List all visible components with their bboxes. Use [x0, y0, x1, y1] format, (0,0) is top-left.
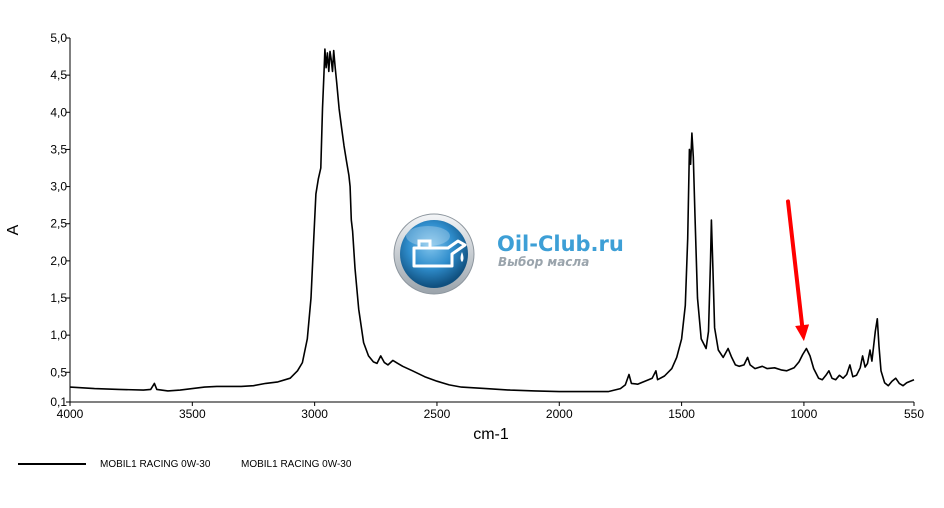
series-layer [69, 48, 915, 393]
x-ticks: 4000 3500 3000 2500 2000 1500 1000 550 [57, 402, 924, 421]
x-tick-label: 1500 [668, 407, 695, 421]
y-tick-label: 1,0 [50, 328, 67, 342]
x-tick-label: 550 [904, 407, 924, 421]
series-line [69, 48, 915, 393]
x-tick-label: 1000 [791, 407, 818, 421]
y-tick-label: 2,0 [50, 254, 67, 268]
watermark: Oil-Club.ru Выбор масла [393, 213, 624, 295]
x-tick-label: 3000 [301, 407, 328, 421]
x-tick-label: 4000 [57, 407, 84, 421]
annotation-layer [786, 199, 810, 342]
y-ticks: 5,0 4,5 4,0 3,5 3,0 2,5 2,0 1,5 1,0 0,5 0,1 [50, 31, 70, 409]
oil-can-icon [393, 213, 475, 295]
y-tick-label: 5,0 [50, 31, 67, 45]
y-tick-label: 0,1 [50, 395, 67, 409]
x-tick-label: 2000 [546, 407, 573, 421]
x-tick-label: 2500 [424, 407, 451, 421]
y-tick-label: 4,5 [50, 68, 67, 82]
y-tick-label: 3,0 [50, 180, 67, 194]
watermark-title: Oil-Club.ru [497, 232, 624, 256]
annotation-arrow-head [795, 324, 810, 342]
annotation-arrow-shaft [786, 199, 805, 328]
watermark-subtitle: Выбор масла [498, 255, 589, 269]
x-axis-title: cm-1 [473, 426, 509, 443]
y-tick-label: 2,5 [50, 217, 67, 231]
y-tick-label: 1,5 [50, 291, 67, 305]
legend: MOBIL1 RACING 0W-30 MOBIL1 RACING 0W-30 [18, 459, 352, 470]
y-tick-label: 0,5 [50, 365, 67, 379]
y-tick-label: 3,5 [50, 142, 67, 156]
legend-entry-1: MOBIL1 RACING 0W-30 [100, 459, 211, 470]
y-axis-title: A [5, 224, 22, 235]
x-tick-label: 3500 [179, 407, 206, 421]
legend-entry-2: MOBIL1 RACING 0W-30 [241, 459, 352, 470]
y-tick-label: 4,0 [50, 105, 67, 119]
